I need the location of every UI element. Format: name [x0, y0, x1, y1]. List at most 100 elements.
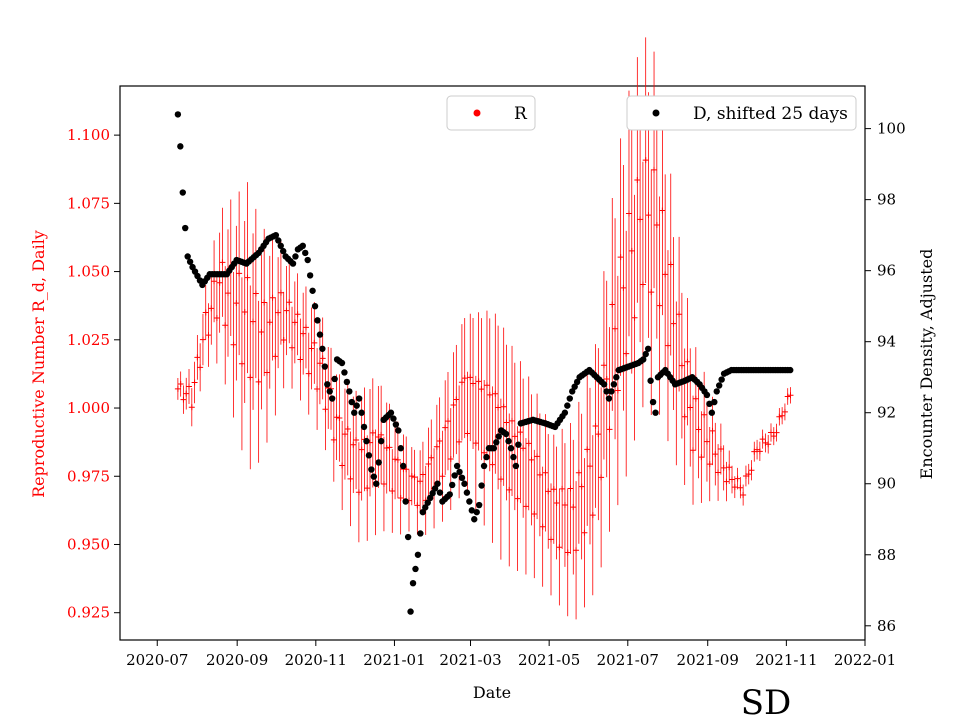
- r-point: [595, 431, 602, 438]
- r-point: [439, 473, 446, 480]
- r-point: [289, 344, 296, 351]
- plot-area: [119, 85, 866, 641]
- d-point: [316, 331, 324, 338]
- r-point: [729, 476, 736, 483]
- r-point: [748, 467, 755, 474]
- r-point: [553, 500, 560, 507]
- d-point: [324, 381, 331, 388]
- r-point: [497, 476, 504, 483]
- r-point: [717, 446, 724, 453]
- d-point: [306, 272, 314, 279]
- r-point: [651, 166, 658, 173]
- d-point: [314, 317, 321, 324]
- r-point: [667, 261, 674, 268]
- x-tick-label: 2021-03: [439, 651, 501, 669]
- r-point: [177, 381, 184, 388]
- r-point: [238, 360, 245, 367]
- r-point: [475, 378, 482, 385]
- d-point: [507, 445, 515, 452]
- r-point: [186, 383, 193, 390]
- r-point: [548, 536, 555, 543]
- plot-frame: [119, 85, 866, 641]
- r-point: [458, 379, 465, 386]
- r-point: [319, 355, 326, 362]
- r-point: [397, 495, 404, 502]
- r-point: [676, 311, 683, 318]
- r-point: [425, 460, 432, 467]
- r-point: [506, 486, 513, 493]
- r-point: [495, 404, 502, 411]
- r-point: [419, 471, 426, 478]
- y-right-tick-label: 94: [877, 333, 896, 351]
- d-point: [453, 462, 461, 470]
- r-point: [564, 549, 571, 556]
- x-tick-label: 2020-11: [285, 651, 347, 669]
- r-point: [517, 429, 524, 436]
- d-point: [414, 551, 422, 558]
- d-point: [510, 453, 517, 461]
- d-point: [299, 242, 306, 250]
- r-point: [436, 438, 443, 445]
- d-point: [355, 395, 363, 402]
- r-point: [191, 379, 198, 386]
- d-point: [292, 253, 299, 260]
- d-point: [400, 462, 407, 470]
- r-point: [358, 446, 365, 453]
- r-point: [394, 456, 401, 463]
- r-point: [561, 502, 568, 509]
- r-point: [378, 431, 385, 438]
- r-point: [575, 469, 582, 476]
- d-point: [456, 468, 463, 476]
- d-series: [174, 111, 794, 615]
- d-point: [387, 409, 395, 416]
- d-point: [708, 409, 716, 416]
- r-point: [380, 481, 387, 488]
- r-point: [589, 512, 596, 519]
- d-point: [713, 388, 720, 395]
- r-point: [277, 289, 284, 296]
- d-point: [404, 533, 412, 541]
- corner-label: SD: [741, 683, 792, 720]
- x-axis-label: Date: [473, 683, 511, 702]
- d-point: [272, 231, 280, 239]
- legend-r-label: R: [514, 104, 528, 124]
- r-point: [447, 456, 454, 463]
- d-point: [473, 508, 480, 516]
- r-point: [350, 441, 357, 448]
- d-point: [277, 242, 284, 250]
- d-point: [490, 445, 498, 452]
- y-left-tick-label: 1.050: [67, 263, 110, 281]
- y-left-tick-label: 1.025: [67, 331, 110, 349]
- legend-d: D, shifted 25 days: [626, 95, 857, 131]
- d-point: [289, 260, 297, 267]
- d-point: [463, 489, 471, 496]
- d-point: [377, 437, 385, 445]
- legend-r-marker: [473, 109, 481, 117]
- r-point: [311, 339, 318, 346]
- d-point: [328, 395, 336, 402]
- r-point: [645, 212, 652, 219]
- r-point: [631, 314, 638, 321]
- d-point: [569, 388, 576, 395]
- d-point: [409, 579, 417, 587]
- r-point: [684, 358, 691, 365]
- r-point: [614, 387, 621, 394]
- d-point: [571, 383, 578, 390]
- y-right-axis: 86 88 90 92 94 96 98 100: [865, 120, 906, 635]
- r-point: [236, 270, 243, 277]
- r-point: [219, 259, 226, 266]
- d-point: [390, 415, 397, 422]
- d-point: [179, 189, 186, 196]
- x-tick-label: 2020-07: [126, 651, 188, 669]
- r-point: [536, 471, 543, 478]
- legend-d-frame: [626, 95, 857, 131]
- d-point: [461, 480, 468, 487]
- y-left-axis: 0.925 0.950 0.975 1.000 1.025 1.050 1.075 1.100: [67, 126, 120, 622]
- d-point: [605, 395, 613, 402]
- r-point: [386, 444, 393, 451]
- r-point: [483, 382, 490, 389]
- r-point: [634, 176, 641, 183]
- r-point: [737, 484, 744, 491]
- d-point: [373, 480, 380, 487]
- d-point: [319, 345, 326, 352]
